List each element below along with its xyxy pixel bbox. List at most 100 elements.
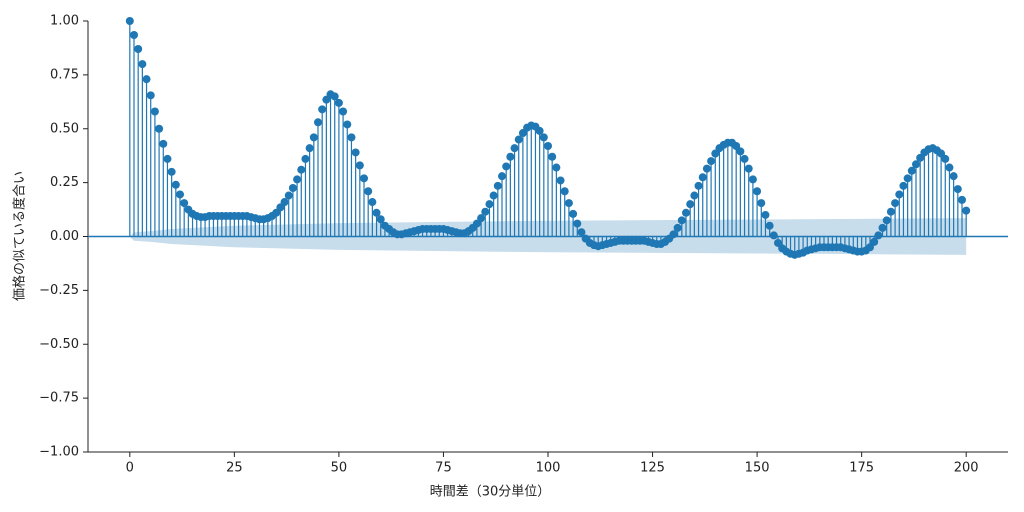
marker [753,187,762,196]
marker [774,238,782,247]
marker [180,199,189,208]
marker [159,139,168,148]
marker [477,214,486,223]
marker [376,215,385,224]
x-tick-label: 150 [745,461,770,476]
marker [301,154,310,163]
marker [916,153,925,162]
marker [757,199,766,208]
x-tick-label: 75 [435,461,452,476]
marker [130,31,138,40]
marker [882,216,891,225]
marker [334,98,343,107]
y-tick-label: 1.00 [50,14,79,29]
marker [748,175,757,184]
marker [682,208,690,217]
x-tick-label: 25 [226,461,243,476]
marker [761,210,770,219]
marker [690,191,699,200]
marker [569,209,578,218]
marker [171,180,180,189]
marker [677,216,686,225]
y-tick-label: 0.25 [50,175,79,190]
marker [765,221,774,230]
marker [903,174,912,183]
marker [907,166,916,175]
y-tick-label: −0.50 [39,337,79,352]
marker [899,181,908,190]
x-tick-label: 100 [536,461,561,476]
marker [556,176,565,185]
x-tick-label: 125 [640,461,665,476]
marker [146,91,155,100]
marker [912,160,920,169]
marker [937,149,946,158]
marker [686,200,695,209]
marker [489,191,498,200]
marker [155,124,164,133]
marker [736,147,745,156]
marker [577,228,586,237]
marker [544,141,552,150]
marker [364,187,373,196]
marker [949,172,958,181]
marker [167,167,176,176]
marker [288,184,297,193]
marker [878,223,887,232]
y-tick-label: 0.00 [50,229,79,244]
marker [360,174,368,183]
marker [293,175,302,184]
marker [958,195,966,204]
marker [314,118,322,127]
marker [698,173,707,182]
marker [945,163,954,172]
marker [539,133,548,142]
marker [472,219,481,228]
marker [309,133,318,142]
marker [535,126,544,135]
marker [573,219,582,228]
marker [330,92,339,101]
marker [891,199,900,208]
marker [552,163,561,172]
marker [297,165,306,174]
marker [481,207,490,216]
marker [694,181,703,190]
x-tick-label: 50 [331,461,348,476]
marker [498,172,506,181]
marker [138,60,147,69]
marker [351,148,360,157]
marker [870,237,879,246]
marker [732,141,741,150]
marker [769,231,778,240]
y-tick-label: 0.75 [50,67,79,82]
marker [707,157,716,166]
marker [702,164,711,173]
marker [485,200,494,209]
marker [339,107,348,116]
marker [953,185,962,194]
marker [669,230,678,239]
x-axis-label: 時間差（30分単位） [430,484,551,500]
marker [711,149,720,158]
marker [372,208,381,217]
marker [280,198,289,207]
marker [874,231,883,240]
x-tick-label: 0 [126,461,134,476]
marker [125,17,134,25]
marker [355,161,364,170]
marker [866,243,874,252]
marker [343,120,352,129]
marker [895,190,904,199]
marker [272,208,281,217]
y-tick-label: 0.50 [50,121,79,136]
marker [673,223,682,232]
marker [163,154,172,163]
marker [744,164,753,173]
marker [305,144,314,153]
marker [142,75,151,84]
marker [134,45,143,54]
marker [941,154,950,163]
marker [560,187,569,196]
